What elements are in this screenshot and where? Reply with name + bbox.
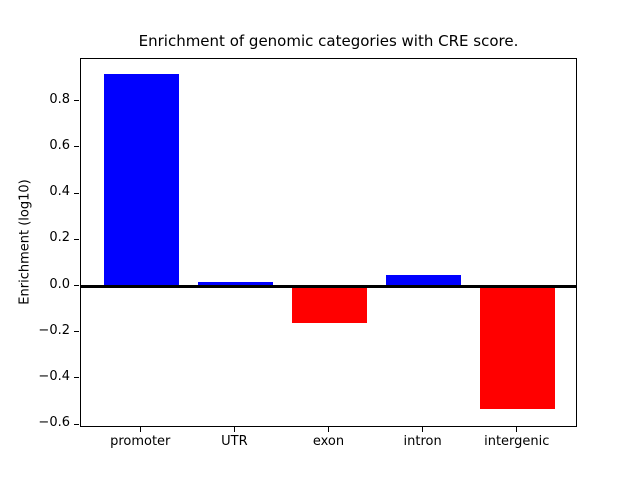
x-tick-mark	[139, 427, 141, 432]
y-tick-mark	[74, 423, 79, 425]
x-tick-label-exon: exon	[312, 434, 345, 449]
x-tick-label-intergenic: intergenic	[484, 434, 550, 449]
chart-title: Enrichment of genomic categories with CR…	[138, 32, 519, 50]
y-tick-mark	[74, 100, 79, 102]
y-tick-label: 0.8	[49, 91, 70, 107]
y-tick-label: −0.6	[38, 415, 70, 431]
zero-line	[81, 285, 576, 288]
x-tick-mark	[233, 427, 235, 432]
bar-promoter	[103, 73, 179, 287]
y-tick-label: 0.2	[49, 230, 70, 246]
y-tick-mark	[74, 192, 79, 194]
x-tick-label-promoter: promoter	[110, 434, 171, 449]
bar-intron	[385, 274, 462, 287]
bar-intergenic	[480, 286, 556, 410]
y-tick-label: −0.4	[38, 368, 70, 384]
x-tick-mark	[516, 427, 518, 432]
y-tick-mark	[74, 146, 79, 148]
x-tick-mark	[422, 427, 424, 432]
x-tick-mark	[328, 427, 329, 432]
y-tick-mark	[74, 331, 79, 333]
bar-exon	[291, 286, 368, 324]
y-tick-label: 0.6	[49, 137, 70, 153]
x-tick-label-intron: intron	[403, 434, 442, 449]
y-tick-mark	[74, 285, 79, 286]
bar-UTR	[197, 281, 274, 287]
y-tick-label: 0.0	[49, 276, 70, 292]
y-tick-label: 0.4	[49, 184, 70, 200]
x-tick-label-UTR: UTR	[221, 434, 248, 449]
y-tick-mark	[74, 377, 79, 379]
y-tick-label: −0.2	[38, 322, 70, 338]
y-tick-mark	[74, 238, 79, 240]
plot-area	[80, 58, 577, 427]
